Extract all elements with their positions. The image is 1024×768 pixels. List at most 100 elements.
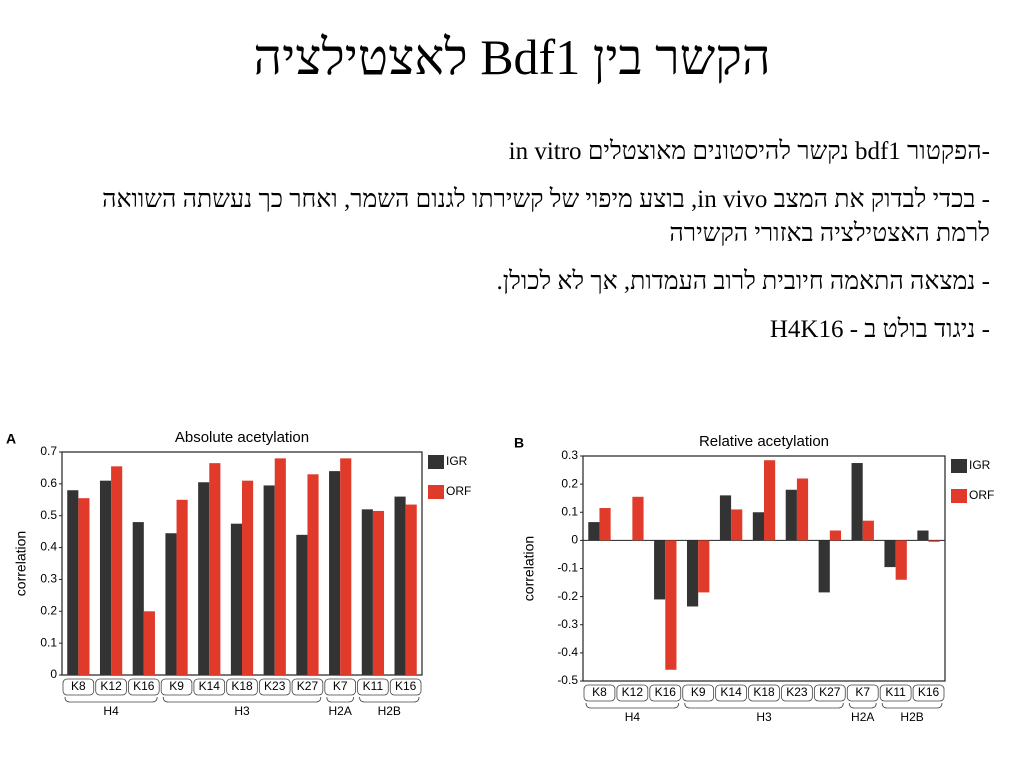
group-bracket — [64, 696, 158, 703]
category-box — [846, 684, 879, 702]
bar — [588, 522, 600, 541]
legend-label: IGR — [446, 454, 468, 468]
category-box — [616, 684, 649, 702]
x-tick-label: K23 — [264, 679, 286, 693]
bar — [818, 540, 830, 593]
x-tick-label: K12 — [100, 679, 122, 693]
group-bracket — [848, 702, 877, 709]
bar — [372, 510, 385, 675]
bar — [132, 522, 144, 675]
bar — [752, 512, 764, 541]
group-label: H3 — [234, 704, 250, 718]
group-bracket — [881, 702, 943, 709]
bar — [198, 482, 210, 675]
x-tick-label: K27 — [297, 679, 319, 693]
bullet: -הפקטור bdf1 נקשר להיסטונים מאוצטלים in … — [508, 138, 990, 165]
bar — [209, 463, 221, 675]
bar — [928, 540, 940, 542]
panel-label: B — [514, 435, 524, 451]
bar — [361, 509, 373, 675]
bar — [99, 480, 112, 675]
y-tick-label: 0.3 — [561, 448, 578, 462]
bar — [665, 540, 677, 670]
group-label: H2B — [900, 710, 923, 724]
legend-label: ORF — [969, 488, 994, 502]
panel-label: A — [6, 431, 16, 447]
bar — [764, 460, 776, 541]
bar — [719, 495, 732, 541]
category-box — [226, 678, 258, 696]
x-tick-label: K11 — [363, 679, 384, 693]
slide-title: הקשר בין Bdf1 לאצטילציה — [253, 29, 771, 85]
bullet-list: -הפקטור bdf1 נקשר להיסטונים מאוצטלים in … — [80, 135, 990, 361]
group-label: H2A — [851, 710, 874, 724]
category-box — [813, 684, 846, 702]
y-tick-label: -0.1 — [557, 561, 578, 575]
category-box — [781, 684, 813, 702]
category-box — [357, 678, 389, 696]
bar — [263, 485, 275, 675]
x-tick-label: K8 — [592, 685, 607, 699]
group-bracket — [162, 696, 322, 703]
category-box — [583, 684, 616, 702]
legend-label: ORF — [446, 484, 471, 498]
chart-title: Relative acetylation — [699, 433, 829, 450]
category-box — [324, 678, 356, 696]
x-tick-label: K9 — [169, 679, 184, 693]
bar — [230, 523, 242, 675]
bar — [165, 533, 177, 675]
bar — [884, 540, 896, 568]
y-tick-label: 0 — [571, 533, 578, 547]
x-tick-label: K27 — [819, 685, 841, 699]
group-bracket — [585, 702, 680, 709]
category-box — [62, 678, 95, 696]
category-box — [879, 684, 912, 702]
x-tick-label: K18 — [753, 685, 775, 699]
y-tick-label: 0.4 — [40, 540, 57, 554]
x-tick-label: K11 — [885, 685, 906, 699]
group-label: H2B — [378, 704, 401, 718]
bar — [67, 490, 79, 675]
legend-swatch — [428, 485, 444, 499]
x-tick-label: K12 — [622, 685, 644, 699]
y-tick-label: 0.2 — [40, 603, 57, 617]
bar — [654, 540, 666, 600]
category-box — [649, 684, 682, 702]
category-box — [912, 684, 945, 702]
bar — [274, 458, 286, 675]
y-tick-label: -0.3 — [557, 617, 578, 631]
group-label: H4 — [103, 704, 119, 718]
x-tick-label: K16 — [395, 679, 417, 693]
bar — [599, 508, 611, 541]
x-tick-label: K7 — [855, 685, 870, 699]
y-tick-label: -0.2 — [557, 589, 578, 603]
legend-swatch — [951, 489, 967, 503]
category-box — [389, 678, 422, 696]
y-tick-label: 0.7 — [40, 444, 57, 458]
bar — [296, 534, 308, 675]
category-box — [715, 684, 747, 702]
y-tick-label: 0 — [50, 667, 57, 681]
y-tick-label: 0.1 — [561, 504, 578, 518]
x-tick-label: K8 — [71, 679, 86, 693]
group-label: H2A — [329, 704, 352, 718]
y-tick-label: -0.4 — [557, 645, 578, 659]
bar — [329, 471, 341, 675]
bullet: - ניגוד בולט ב - H4K16 — [769, 316, 990, 343]
bar — [176, 499, 188, 675]
bar — [796, 478, 809, 541]
category-box — [291, 678, 324, 696]
bar — [829, 530, 842, 541]
bar — [78, 498, 90, 675]
legend-label: IGR — [969, 458, 991, 472]
bar — [917, 530, 929, 541]
bullet: - בכדי לבדוק את המצב in vivo, בוצע מיפוי… — [102, 186, 990, 247]
category-box — [748, 684, 780, 702]
x-tick-label: K16 — [133, 679, 155, 693]
bar — [851, 463, 863, 541]
bar — [143, 611, 155, 675]
category-box — [193, 678, 226, 696]
bar — [111, 466, 123, 675]
